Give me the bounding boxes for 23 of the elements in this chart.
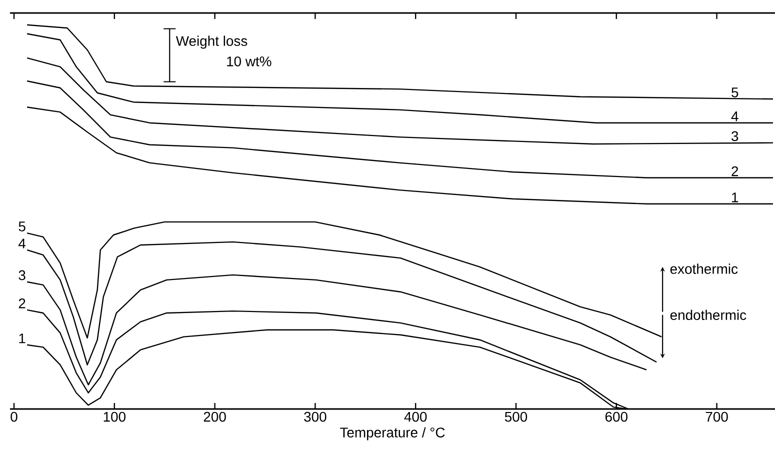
x-axis-title: Temperature / °C <box>340 427 445 440</box>
series-label: 4 <box>731 112 738 122</box>
annotation: 10 wt% <box>227 56 272 66</box>
annotation: endothermic <box>670 310 746 320</box>
x-tick-label: 700 <box>706 412 728 422</box>
series-label: 5 <box>18 222 26 232</box>
series-label: 3 <box>18 270 26 280</box>
x-tick-label: 200 <box>204 412 226 422</box>
series-label: 1 <box>732 192 738 202</box>
series-label: 1 <box>19 334 26 344</box>
x-tick-label: 0 <box>10 412 18 422</box>
series-label: 5 <box>732 88 738 98</box>
series-label: 3 <box>732 131 738 142</box>
x-tick-label: 300 <box>304 412 326 422</box>
series-label: 4 <box>18 238 26 248</box>
x-tick-label: 500 <box>504 412 528 422</box>
x-tick-label: 600 <box>605 412 628 422</box>
series-label: 2 <box>18 298 26 308</box>
annotation: exothermic <box>670 264 738 274</box>
x-tick-label: 400 <box>404 412 427 422</box>
series-label: 2 <box>732 166 738 176</box>
x-tick-label: 100 <box>104 412 126 422</box>
annotation: Weight loss <box>176 36 248 49</box>
